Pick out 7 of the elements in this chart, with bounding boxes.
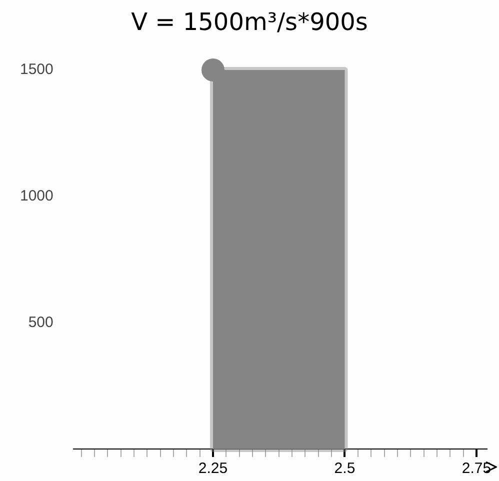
chart-title: V = 1500m³/s*900s — [130, 8, 369, 36]
x-tick-label: 2.5 — [334, 460, 356, 478]
y-tick-label: 1000 — [20, 187, 54, 204]
y-tick-label: 1500 — [20, 61, 54, 78]
y-tick-label: 500 — [28, 314, 54, 331]
x-tick-label: 2.25 — [198, 460, 228, 478]
x-tick-label: 2.75 — [462, 460, 492, 478]
